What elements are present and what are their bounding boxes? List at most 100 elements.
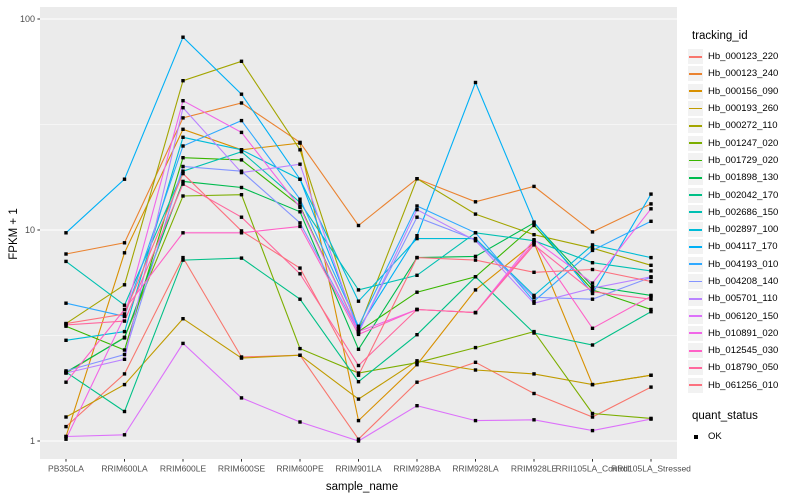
data-point [356,332,361,337]
data-point [590,261,595,265]
data-point [64,369,68,373]
data-point [473,310,478,315]
data-point [473,418,478,423]
legend-item-label: Hb_000123_220 [708,51,779,63]
legend-key-swatch [688,170,703,186]
legend-key-swatch [688,239,703,255]
data-point [298,177,302,181]
data-point [64,252,68,256]
legend-item-Hb_012545_030: Hb_012545_030 [688,342,798,359]
data-point [590,243,595,247]
legend-item-label: Hb_061256_010 [708,379,779,391]
legend-title-tracking-id: tracking_id [692,30,748,42]
data-point [356,437,361,441]
data-point [649,207,653,211]
data-point [590,382,595,387]
legend-item-Hb_006120_150: Hb_006120_150 [688,307,798,324]
data-point [590,281,595,285]
x-tick-label: RRIM600PE [276,464,324,474]
data-point [239,185,244,190]
data-point [122,303,127,307]
data-point [532,301,536,305]
data-point [239,193,244,197]
data-point [590,343,595,347]
data-point [64,371,68,375]
data-point [473,231,478,235]
data-point [122,319,127,323]
data-point [473,275,478,279]
data-point [532,238,536,242]
data-point [64,424,68,429]
legend-item-Hb_061256_010: Hb_061256_010 [688,377,798,394]
legend-item-label: Hb_000193_260 [708,103,779,115]
data-point [181,127,185,131]
data-point [181,171,185,176]
data-point [649,310,653,314]
y-tick-label: 1 [30,436,35,446]
data-point [649,275,653,279]
legend-item-label: Hb_001247_020 [708,137,779,149]
data-point [532,233,536,237]
data-point [649,297,653,301]
data-point [122,348,127,352]
data-point [239,229,244,233]
data-point [532,223,536,228]
data-point [590,428,595,433]
data-point [473,80,478,85]
data-point [649,202,653,206]
data-point [122,352,127,357]
data-point [64,259,68,264]
data-point [181,156,185,160]
x-tick-label: RRII105LA_Stressed [611,464,691,474]
legend-item-Hb_004193_010: Hb_004193_010 [688,256,798,273]
data-point [415,404,419,408]
legend-item-label: Hb_002042_170 [708,189,779,201]
legend-key-swatch [688,83,703,99]
data-point [415,255,419,260]
data-point [356,373,361,377]
data-point [181,182,185,186]
legend-item-Hb_002042_170: Hb_002042_170 [688,186,798,203]
data-point [415,207,419,212]
legend-item-Hb_001898_130: Hb_001898_130 [688,169,798,186]
data-point [64,301,68,305]
data-point [239,148,244,152]
data-point [181,194,185,198]
data-point [298,197,302,201]
data-point [473,288,478,292]
quant-legend-item-label: OK [708,431,722,443]
data-point [298,420,302,424]
data-point [239,118,244,123]
legend-item-label: Hb_001729_020 [708,154,779,166]
data-point [415,363,419,367]
data-point [356,329,361,334]
legend-item-label: Hb_000272_110 [708,120,778,132]
legend-key-swatch [688,66,703,82]
data-point [356,418,361,423]
data-point [356,397,361,401]
data-point [473,212,478,216]
x-tick-label: RRIM928BA [393,464,441,474]
legend: tracking_id Hb_000123_220 Hb_000123_240 Hb… [688,30,798,445]
data-point [649,307,653,312]
legend-item-label: Hb_005701_110 [708,293,778,305]
chart-panel [40,7,677,459]
data-point [181,79,185,83]
data-point [298,353,302,357]
data-point [181,106,185,110]
data-point [590,246,595,250]
data-point [181,258,185,262]
data-point [122,372,127,376]
y-tick-label: 100 [20,14,35,24]
legend-key-swatch [688,308,703,324]
legend-item-Hb_001729_020: Hb_001729_020 [688,152,798,169]
data-point [590,411,595,416]
x-tick-label: RRIM928LE [511,464,558,474]
data-point [590,286,595,290]
legend-item-Hb_010891_020: Hb_010891_020 [688,325,798,342]
data-point [649,263,653,267]
data-point [64,231,68,235]
data-point [590,230,595,234]
data-point [532,299,536,303]
quant-legend-item-OK: OK [688,428,798,445]
